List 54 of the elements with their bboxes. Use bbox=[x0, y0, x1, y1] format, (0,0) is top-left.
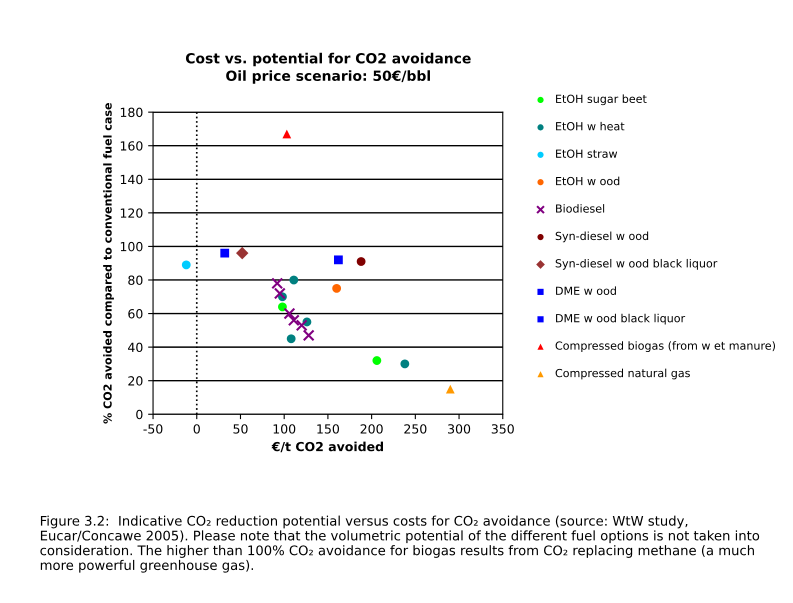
x-tick-label: 150 bbox=[317, 424, 340, 434]
y-tick-label: 20 bbox=[128, 376, 142, 386]
x-tick-label: 0 bbox=[194, 424, 200, 434]
legend-label: EtOH w ood bbox=[556, 176, 620, 186]
legend-label: Compressed biogas (from w et manure) bbox=[556, 341, 775, 352]
legend-label: Biodiesel bbox=[556, 204, 604, 213]
point bbox=[289, 276, 298, 284]
point bbox=[332, 284, 342, 293]
point bbox=[288, 314, 300, 326]
point bbox=[286, 334, 296, 344]
y-tick-label: 180 bbox=[120, 108, 142, 118]
x-tick-label: 300 bbox=[448, 424, 470, 434]
point bbox=[334, 255, 343, 264]
point bbox=[356, 257, 366, 266]
legend-label: Syn-diesel w ood bbox=[556, 232, 648, 242]
y-tick-label: 140 bbox=[120, 174, 142, 184]
point bbox=[220, 248, 230, 258]
y-tick-label: 120 bbox=[120, 208, 142, 218]
x-tick-label: 50 bbox=[233, 424, 248, 434]
point bbox=[278, 302, 287, 312]
y-tick-label: 100 bbox=[120, 242, 142, 252]
point bbox=[283, 308, 296, 320]
y-tick-label: 160 bbox=[120, 141, 142, 151]
point bbox=[400, 360, 410, 368]
legend-label: Syn-diesel w ood black liquor bbox=[556, 258, 718, 270]
legend-label: EtOH w heat bbox=[556, 122, 624, 130]
legend-label: DME w ood bbox=[556, 286, 616, 295]
x-axis-title: €/t CO2 avoided bbox=[272, 442, 383, 452]
point bbox=[271, 277, 284, 290]
point bbox=[296, 319, 308, 332]
y-tick-label: 80 bbox=[128, 275, 142, 285]
legend-label: EtOH straw bbox=[556, 149, 618, 158]
point bbox=[282, 130, 292, 138]
y-tick-label: 0 bbox=[136, 410, 142, 420]
chart-title: Cost vs. potential for CO2 avoidance bbox=[186, 52, 471, 66]
point bbox=[302, 329, 315, 342]
legend-label: EtOH sugar beet bbox=[556, 94, 647, 106]
caption: Figure 3.2: Indicative CO₂ reduction potential versus costs for CO₂ avoidance (source: WtW study, Eucar/Concawe 2005). Please note that the volumetric potential of the different fuel options is not taken into consideration. The higher than 100% CO₂ avoidance for biogas results from CO₂ replacing methane (a much more powerful greenhouse gas). bbox=[40, 516, 760, 573]
x-tick-label: -50 bbox=[143, 424, 162, 434]
chart-subtitle: Oil price scenario: 50€/bbl bbox=[226, 70, 430, 84]
point bbox=[446, 384, 455, 394]
point bbox=[274, 287, 286, 300]
point bbox=[372, 356, 382, 365]
y-axis-title: % CO2 avoided compared to conventional fuel case bbox=[103, 103, 114, 424]
y-tick-label: 40 bbox=[128, 342, 142, 352]
x-tick-label: 350 bbox=[492, 424, 514, 434]
x-tick-label: 200 bbox=[360, 424, 383, 434]
point bbox=[236, 246, 248, 260]
x-tick-label: 250 bbox=[404, 424, 426, 434]
legend-label: DME w ood black liquor bbox=[556, 314, 686, 325]
legend-label: Compressed natural gas bbox=[556, 368, 690, 380]
y-tick-label: 60 bbox=[128, 309, 142, 318]
x-tick-label: 100 bbox=[274, 424, 296, 434]
point bbox=[182, 260, 191, 270]
